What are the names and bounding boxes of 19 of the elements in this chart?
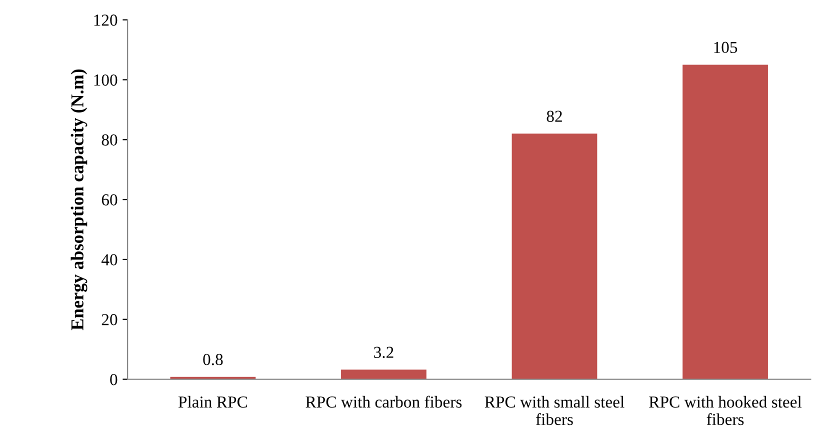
y-axis-title: Energy absorption capacity (N.m) [70, 69, 88, 330]
x-tick-label: RPC with small steel fibers [484, 396, 624, 426]
data-label: 82 [546, 110, 562, 122]
data-label: 0.8 [203, 354, 223, 366]
y-tick-label: 0 [110, 374, 118, 386]
bar [512, 134, 598, 380]
x-tick-label: Plain RPC [178, 396, 247, 408]
data-label: 105 [714, 42, 738, 54]
bar [682, 64, 768, 380]
y-tick-label: 20 [102, 314, 118, 326]
y-tick-label: 80 [102, 134, 118, 146]
y-tick-label: 120 [94, 14, 118, 26]
x-tick-label: RPC with hooked steel fibers [649, 396, 802, 426]
x-tick-label: RPC with carbon fibers [306, 396, 462, 408]
data-label: 3.2 [374, 346, 394, 358]
y-tick-label: 100 [94, 74, 118, 86]
bar [341, 370, 426, 380]
y-tick-label: 40 [102, 254, 118, 266]
y-tick-label: 60 [102, 194, 118, 206]
